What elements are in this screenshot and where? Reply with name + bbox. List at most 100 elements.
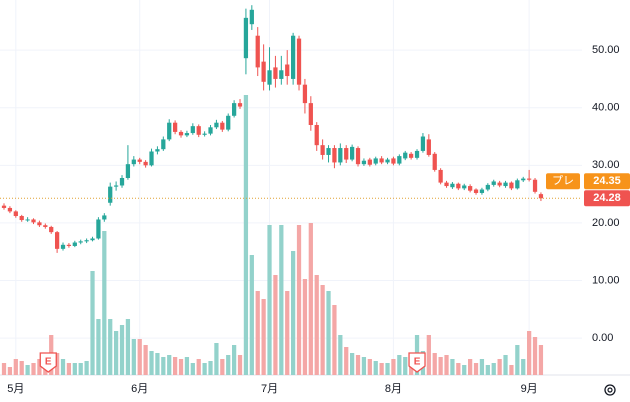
candle-body	[373, 158, 378, 164]
candle-body	[361, 160, 367, 165]
candle-body	[31, 219, 36, 223]
candle-body	[355, 148, 361, 165]
candle-body	[167, 122, 172, 140]
candle-body	[72, 242, 77, 246]
y-tick-label: 0.00	[592, 332, 613, 344]
volume-bar	[237, 355, 243, 375]
volume-bar	[119, 325, 125, 375]
volume-bar	[178, 359, 184, 375]
candle-body	[172, 122, 178, 132]
candle-body	[296, 38, 302, 85]
volume-bar	[1, 363, 7, 375]
candle-body	[515, 180, 520, 189]
volume-bar	[444, 355, 449, 375]
candle-body	[7, 207, 13, 212]
candle-body	[90, 238, 95, 241]
candle-body	[155, 149, 160, 152]
volume-bar	[90, 271, 95, 375]
candle-body	[37, 222, 42, 226]
candle-body	[102, 215, 107, 220]
candle-body	[119, 177, 125, 186]
volume-bar	[515, 345, 520, 375]
premarket-price-box	[584, 173, 630, 190]
volume-bar	[84, 361, 89, 375]
volume-bar	[243, 95, 249, 375]
settings-icon[interactable]	[604, 384, 616, 396]
y-tick-label: 50.00	[592, 44, 620, 56]
candle-body	[326, 148, 331, 155]
volume-bar	[338, 335, 343, 375]
x-tick-label: 9月	[521, 383, 538, 395]
last-price-box	[584, 190, 630, 207]
volume-bar	[19, 361, 24, 375]
gear-hub	[607, 387, 613, 393]
volume-bar	[503, 355, 508, 375]
volume-bar	[108, 319, 113, 375]
candle-body	[279, 70, 284, 79]
volume-bar	[72, 363, 77, 375]
volume-bar	[485, 365, 490, 375]
candle-body	[25, 219, 30, 221]
volume-bar	[37, 359, 42, 375]
volume-bar	[391, 359, 396, 375]
candle-body	[149, 151, 154, 166]
volume-bar	[332, 305, 337, 375]
candle-body	[237, 103, 243, 107]
volume-bar	[432, 353, 437, 375]
earnings-label: E	[414, 357, 421, 368]
candle-body	[314, 125, 319, 146]
candle-body	[196, 126, 201, 135]
candle-body	[184, 133, 190, 136]
volume-bar	[208, 361, 213, 375]
volume-bar	[66, 363, 72, 375]
volume-bar	[373, 361, 378, 375]
last-price-label: 24.28	[593, 192, 621, 204]
volume-bar	[102, 231, 107, 375]
candle-body	[527, 178, 532, 180]
candle-body	[444, 182, 449, 187]
candle-body	[320, 145, 325, 155]
candle-body	[249, 9, 254, 25]
volume-bar	[31, 363, 36, 375]
volume-bar	[155, 353, 160, 375]
volume-bar	[491, 363, 496, 375]
candle-body	[491, 181, 496, 185]
volume-bar	[137, 339, 142, 375]
candle-body	[397, 156, 402, 164]
volume-bar	[7, 367, 13, 375]
candle-body	[243, 17, 249, 59]
candle-body	[113, 185, 119, 187]
candle-body	[485, 184, 490, 190]
y-tick-label: 10.00	[592, 274, 620, 286]
candle-body	[143, 161, 148, 166]
volume-bar	[131, 339, 136, 375]
candle-body	[497, 182, 502, 186]
candle-body	[308, 103, 313, 125]
volume-bar	[60, 359, 66, 375]
volume-bar	[314, 275, 319, 375]
premarket-tag: プレ	[552, 174, 574, 187]
volume-bar	[468, 359, 473, 375]
volume-bar	[149, 351, 154, 375]
candle-body	[267, 70, 272, 85]
earnings-marker[interactable]: E	[39, 352, 57, 373]
candle-body	[438, 169, 443, 183]
candle-body	[509, 182, 514, 189]
candle-body	[131, 159, 136, 165]
candle-body	[255, 35, 260, 68]
volume-bar	[462, 365, 467, 375]
candle-body	[473, 189, 479, 193]
candle-body	[261, 61, 266, 82]
earnings-marker[interactable]: E	[408, 352, 426, 373]
candle-body	[190, 126, 195, 134]
candle-body	[96, 219, 101, 239]
volume-bar	[143, 345, 148, 375]
volume-bar	[497, 359, 502, 375]
candle-body	[125, 164, 131, 178]
volume-bar	[456, 363, 461, 375]
volume-bar	[450, 359, 455, 375]
candle-body	[285, 64, 290, 77]
candle-body	[414, 150, 420, 158]
volume-bar	[161, 357, 166, 375]
